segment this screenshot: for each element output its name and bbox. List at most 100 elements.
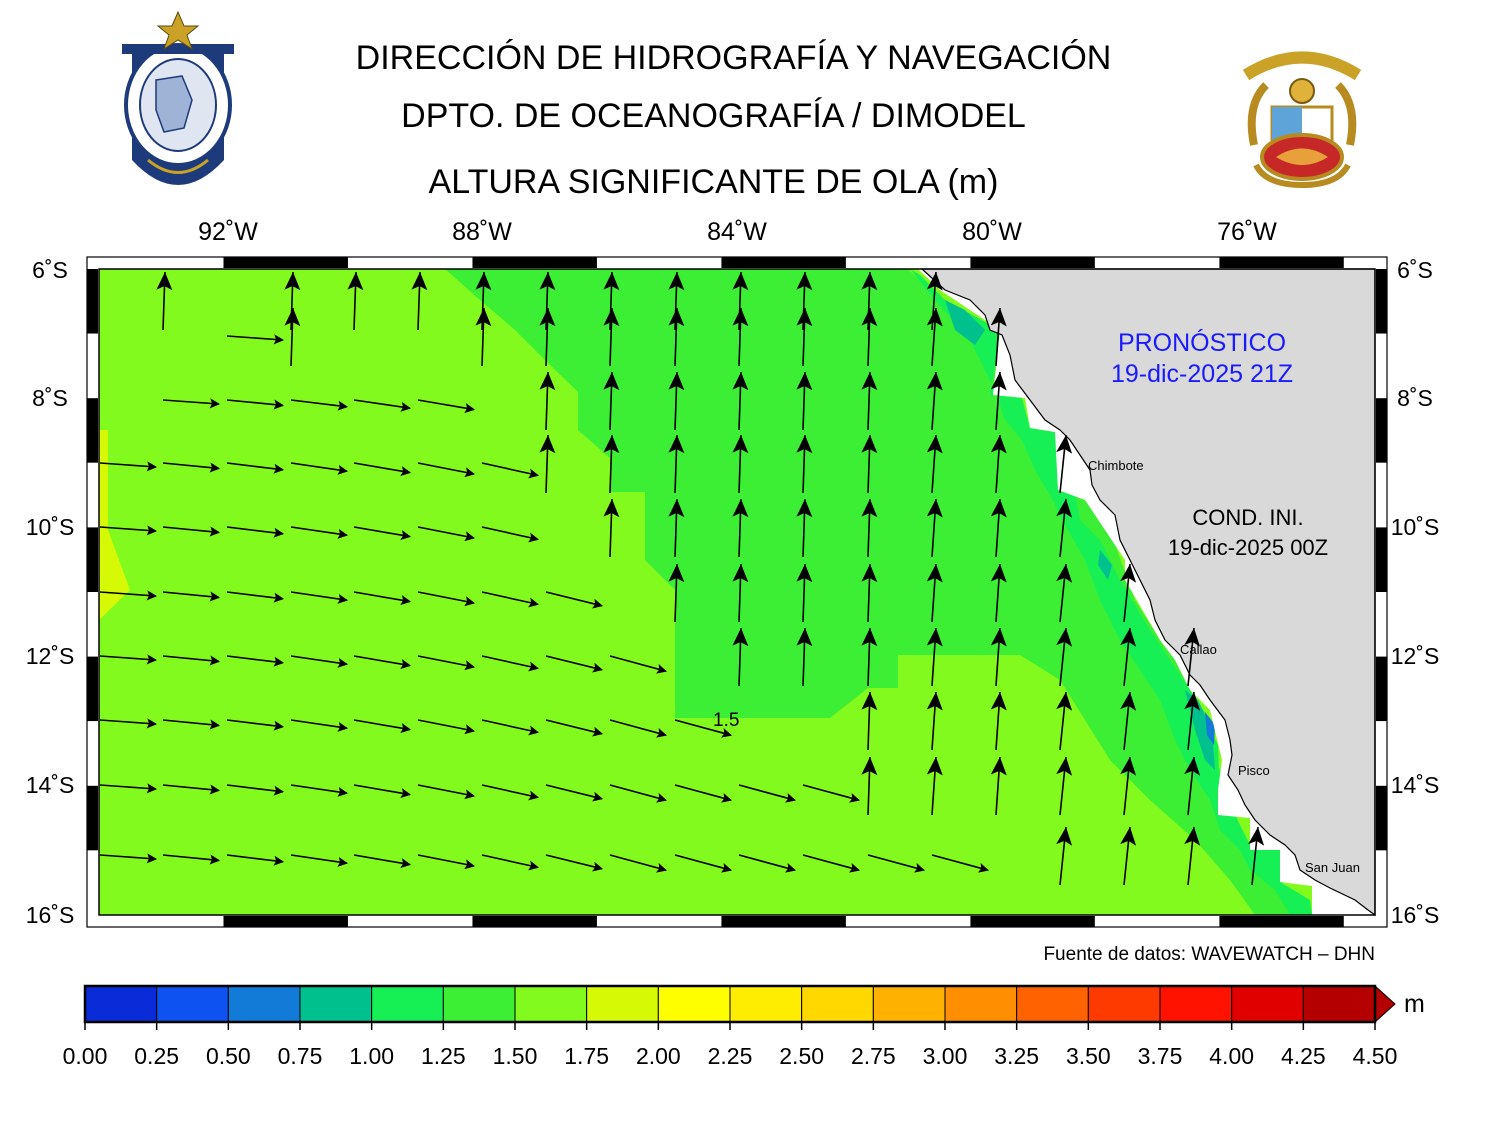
wave-arrow — [545, 591, 603, 609]
wave-arrow — [990, 434, 1007, 494]
wave-arrow — [931, 854, 989, 873]
wave-arrow — [732, 498, 749, 558]
wave-arrow — [290, 399, 348, 411]
wave-arrow — [481, 854, 539, 871]
lat-label-14s-left: 14˚S — [25, 772, 75, 798]
wave-arrow — [609, 655, 667, 674]
wave-arrow — [347, 271, 364, 331]
colorbar-tick-label: 2.25 — [707, 1043, 753, 1069]
wave-arrow — [99, 654, 157, 665]
wave-arrow — [539, 307, 556, 367]
map-title: ALTURA SIGNIFICANTE DE OLA (m) — [428, 163, 999, 201]
init-annotation: COND. INI. 19-dic-2025 00Z — [1128, 503, 1368, 563]
frame-segment-left — [87, 269, 98, 334]
wave-arrow — [732, 371, 749, 431]
colorbar-swatch — [586, 985, 659, 1023]
frame-segment-bottom — [1094, 916, 1220, 927]
wave-arrow — [603, 498, 620, 558]
wave-arrow — [1120, 627, 1137, 687]
frame-segment-top — [347, 257, 473, 268]
wave-arrow — [156, 271, 173, 331]
colorbar-swatch — [1159, 985, 1233, 1023]
wave-arrow — [732, 434, 749, 494]
colorbar-tick-label: 0.50 — [205, 1043, 251, 1069]
wave-arrow — [861, 756, 878, 816]
colorbar-extend-triangle — [1374, 984, 1396, 1024]
frame-segment-right — [1376, 850, 1387, 915]
frame-segment-left — [87, 398, 98, 463]
forecast-label: PRONÓSTICO — [1117, 329, 1287, 357]
colorbar-tick-label: 3.25 — [994, 1043, 1040, 1069]
frame-segment-top — [970, 257, 1095, 268]
frame-segment-top — [1094, 257, 1220, 268]
lat-label-16s-left: 16˚S — [25, 902, 75, 928]
colorbar-swatch — [371, 985, 444, 1023]
wave-arrow — [353, 655, 411, 670]
wave-arrow — [861, 307, 878, 367]
frame-segment-bottom — [596, 916, 722, 927]
wave-arrow — [1184, 691, 1201, 751]
wave-arrow — [290, 719, 348, 732]
frame-segment-left — [87, 527, 98, 592]
wave-arrow — [417, 399, 475, 414]
colorbar-tick-label: 0.25 — [134, 1043, 180, 1069]
colorbar-tick-label: 0.75 — [277, 1043, 323, 1069]
frame-segment-bottom — [1343, 916, 1375, 927]
init-time: 19-dic-2025 00Z — [1167, 535, 1329, 560]
lon-label-80w: 80˚W — [962, 218, 1022, 246]
colorbar-swatch — [227, 985, 301, 1023]
wave-arrow — [861, 498, 878, 558]
wave-arrow — [226, 784, 284, 796]
wave-arrow — [990, 691, 1007, 751]
wave-arrow — [417, 784, 475, 800]
wave-arrow — [226, 591, 284, 603]
band-0.75-1.00-c — [1098, 550, 1112, 580]
colorbar-unit: m — [1404, 990, 1425, 1018]
lon-label-92w: 92˚W — [198, 218, 258, 246]
wave-arrow — [290, 854, 348, 867]
wave-arrow — [99, 590, 157, 601]
wave-arrow — [1056, 826, 1073, 886]
wave-arrow — [1120, 756, 1137, 816]
navy-crest-logo — [1236, 45, 1368, 190]
lat-label-12s-left: 12˚S — [25, 643, 75, 669]
wave-arrow — [162, 462, 220, 473]
wave-arrow — [926, 563, 943, 623]
frame-segment-right — [1376, 721, 1387, 786]
wave-arrow — [481, 591, 539, 608]
wave-arrow — [290, 655, 348, 668]
wave-arrow — [926, 756, 943, 816]
department-title: DPTO. DE OCEANOGRAFÍA / DIMODEL — [401, 97, 1026, 135]
wave-arrow — [481, 784, 539, 801]
wave-arrow — [603, 434, 620, 494]
wave-arrow — [162, 655, 220, 666]
city-label-chimbote: Chimbote — [1088, 458, 1144, 473]
wave-arrow — [545, 719, 603, 737]
frame-segment-bottom — [223, 916, 348, 927]
wave-arrow — [353, 462, 411, 477]
init-label: COND. INI. — [1192, 505, 1304, 530]
wave-arrow — [226, 719, 284, 731]
wave-arrow — [1056, 691, 1073, 751]
colorbar-swatch — [442, 985, 516, 1023]
forecast-time: 19-dic-2025 21Z — [1110, 360, 1294, 388]
frame-segment-right — [1376, 462, 1387, 528]
wave-arrow — [990, 756, 1007, 816]
wave-arrow — [353, 854, 411, 869]
wave-arrow — [926, 434, 943, 494]
wave-arrow — [796, 434, 813, 494]
wave-arrow — [668, 371, 685, 431]
wave-arrow — [226, 655, 284, 667]
wave-arrow — [926, 307, 943, 367]
wave-arrow — [411, 271, 428, 331]
colorbar-swatch — [84, 985, 158, 1023]
frame-segment-bottom — [472, 916, 597, 927]
wave-arrow — [481, 719, 539, 736]
colorbar-tick-label: 2.00 — [635, 1043, 681, 1069]
frame-segment-top — [99, 257, 224, 268]
wave-arrow — [609, 854, 667, 873]
city-label-san-juan: San Juan — [1305, 860, 1360, 875]
lat-label-6s-right: 6˚S — [1397, 257, 1433, 283]
